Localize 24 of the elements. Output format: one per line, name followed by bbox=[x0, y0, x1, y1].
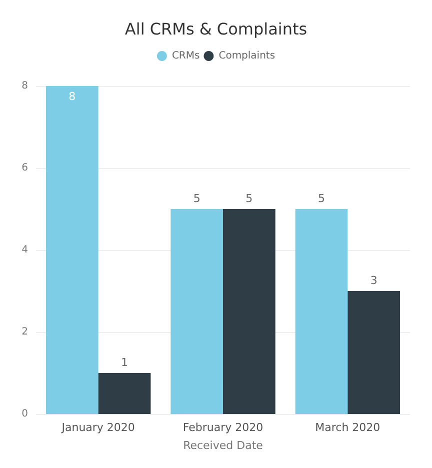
x-tick-label: January 2020 bbox=[60, 421, 135, 434]
x-axis-title: Received Date bbox=[183, 439, 264, 452]
x-tick-label: February 2020 bbox=[182, 421, 264, 434]
data-label: 1 bbox=[121, 356, 128, 369]
y-tick-label: 0 bbox=[22, 408, 28, 420]
bar bbox=[46, 86, 98, 414]
bar bbox=[223, 209, 276, 414]
chart-title: All CRMs & Complaints bbox=[124, 20, 308, 38]
bar bbox=[98, 373, 151, 414]
x-tick-label: March 2020 bbox=[315, 421, 380, 434]
legend-label: Complaints bbox=[218, 50, 276, 62]
bar bbox=[295, 209, 348, 414]
data-label: 8 bbox=[68, 90, 76, 103]
y-tick-label: 2 bbox=[22, 326, 28, 338]
data-label: 5 bbox=[246, 192, 253, 205]
data-label: 3 bbox=[370, 274, 378, 287]
bar bbox=[348, 291, 400, 414]
legend-label: CRMs bbox=[172, 50, 200, 62]
bar bbox=[170, 209, 223, 414]
y-tick-label: 8 bbox=[22, 80, 28, 92]
data-label: 5 bbox=[193, 192, 200, 205]
data-label: 5 bbox=[318, 192, 325, 205]
y-tick-label: 6 bbox=[22, 162, 28, 174]
y-tick-label: 4 bbox=[22, 244, 28, 256]
